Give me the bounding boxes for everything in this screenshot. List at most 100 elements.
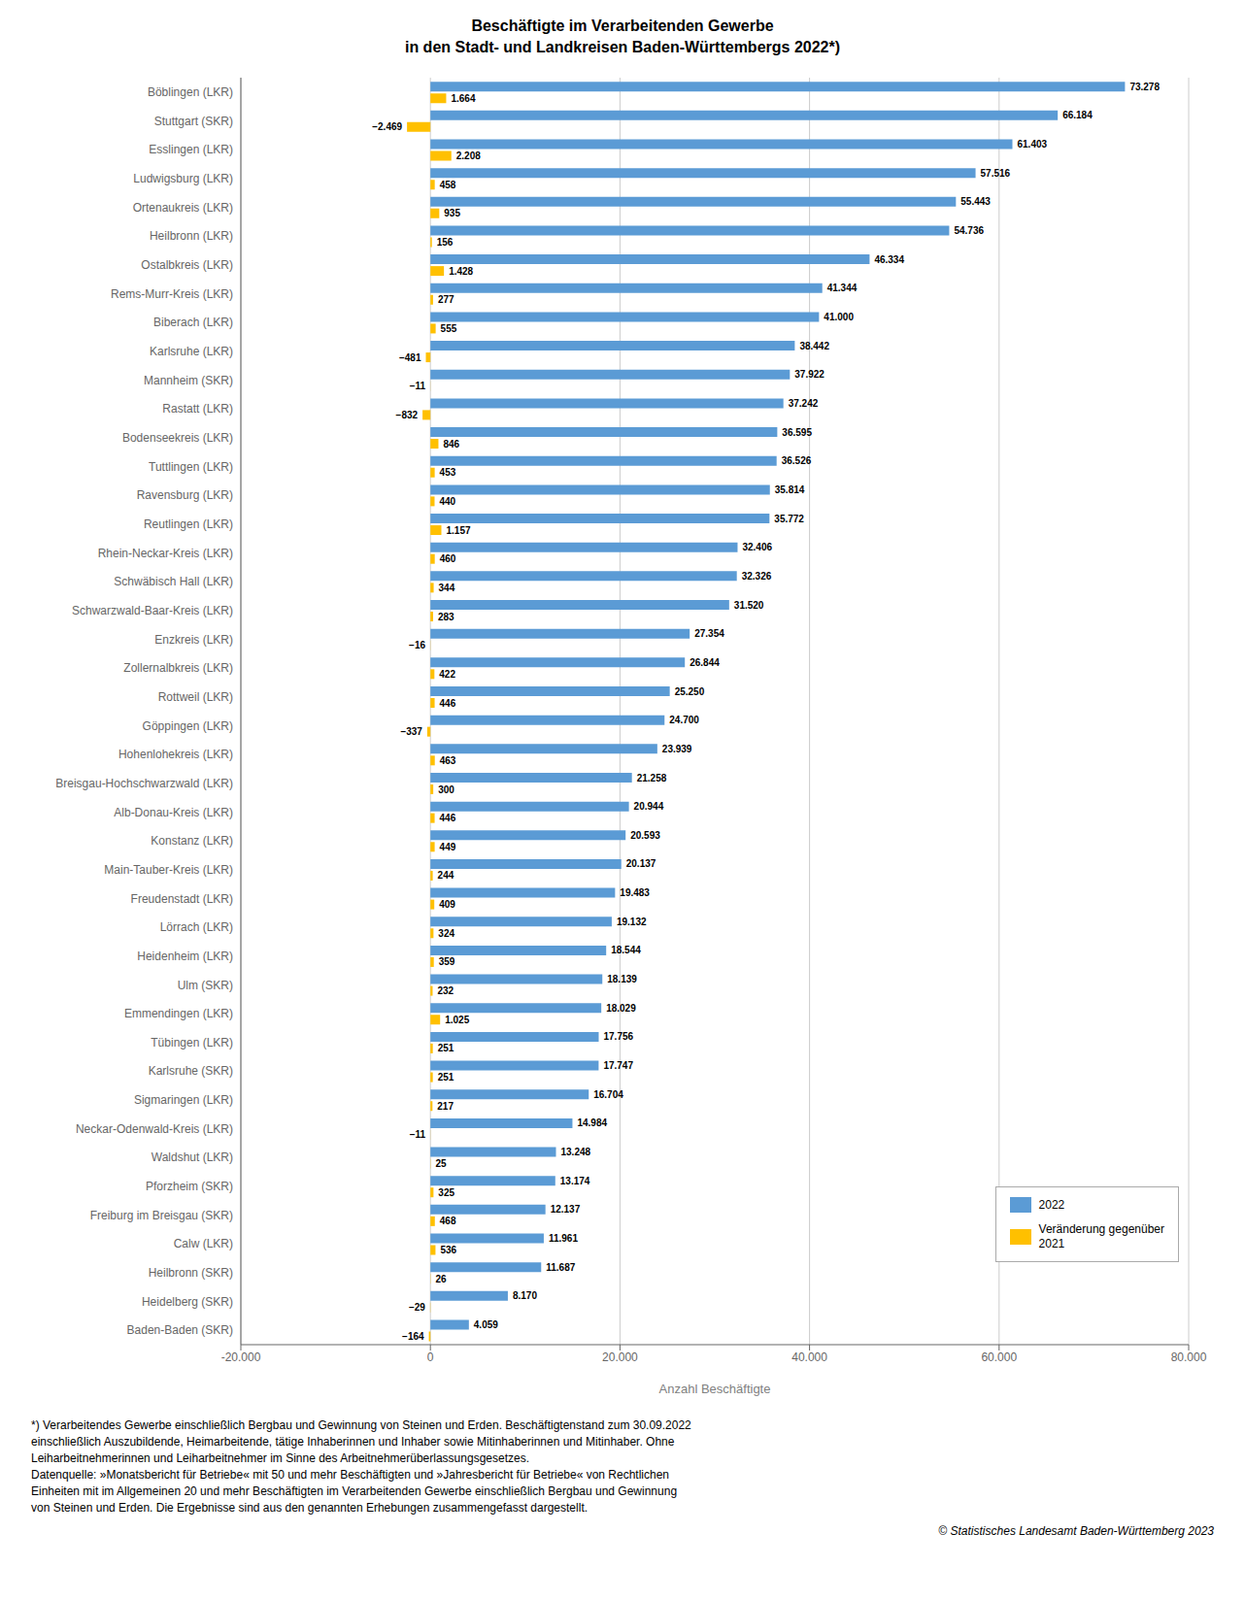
svg-text:17.747: 17.747: [603, 1060, 634, 1072]
svg-text:Biberach (LKR): Biberach (LKR): [153, 315, 234, 330]
svg-text:Ortenaukreis (LKR): Ortenaukreis (LKR): [133, 201, 234, 215]
svg-text:25.250: 25.250: [674, 686, 706, 698]
svg-text:422: 422: [438, 669, 456, 680]
svg-text:57.516: 57.516: [980, 168, 1011, 179]
svg-text:Rottweil (LKR): Rottweil (LKR): [158, 690, 234, 705]
svg-text:359: 359: [438, 956, 456, 968]
svg-text:8.170: 8.170: [512, 1290, 538, 1302]
svg-text:−164: −164: [402, 1331, 425, 1343]
svg-text:463: 463: [439, 755, 457, 767]
svg-text:Main-Tauber-Kreis (LKR): Main-Tauber-Kreis (LKR): [103, 863, 234, 877]
svg-text:26: 26: [435, 1274, 447, 1285]
svg-text:2.208: 2.208: [456, 150, 481, 162]
svg-text:20.137: 20.137: [626, 858, 657, 870]
svg-text:35.814: 35.814: [774, 484, 806, 496]
svg-text:Karlsruhe (LKR): Karlsruhe (LKR): [149, 344, 234, 359]
svg-text:37.242: 37.242: [788, 398, 819, 409]
svg-text:Ravensburg (LKR): Ravensburg (LKR): [136, 488, 234, 503]
svg-text:251: 251: [437, 1043, 455, 1054]
svg-text:4.059: 4.059: [473, 1319, 499, 1331]
svg-text:Alb-Donau-Kreis (LKR): Alb-Donau-Kreis (LKR): [113, 806, 234, 820]
svg-text:66.184: 66.184: [1062, 109, 1093, 121]
svg-text:21.258: 21.258: [637, 773, 668, 784]
svg-text:468: 468: [439, 1215, 457, 1227]
svg-text:−337: −337: [400, 726, 423, 738]
svg-text:13.248: 13.248: [561, 1146, 592, 1158]
svg-text:41.344: 41.344: [827, 282, 858, 294]
svg-text:440: 440: [438, 496, 456, 507]
svg-text:17.756: 17.756: [603, 1031, 634, 1043]
svg-text:-20.000: -20.000: [221, 1350, 262, 1365]
svg-text:36.526: 36.526: [781, 455, 812, 467]
svg-text:Rhein-Neckar-Kreis (LKR): Rhein-Neckar-Kreis (LKR): [98, 546, 234, 561]
svg-text:555: 555: [440, 323, 458, 335]
svg-text:19.483: 19.483: [619, 887, 650, 899]
svg-text:409: 409: [438, 899, 456, 910]
svg-text:−481: −481: [399, 352, 422, 364]
svg-text:Heidenheim (LKR): Heidenheim (LKR): [136, 949, 234, 964]
svg-text:Anzahl Beschäftigte: Anzahl Beschäftigte: [659, 1381, 772, 1397]
svg-text:18.029: 18.029: [605, 1003, 637, 1014]
svg-text:244: 244: [437, 870, 455, 881]
svg-text:325: 325: [437, 1187, 455, 1199]
svg-text:Rastatt (LKR): Rastatt (LKR): [162, 402, 234, 416]
svg-text:Ostalbkreis (LKR): Ostalbkreis (LKR): [140, 258, 234, 272]
svg-text:14.984: 14.984: [576, 1117, 607, 1129]
svg-text:Sigmaringen (LKR): Sigmaringen (LKR): [134, 1093, 234, 1108]
svg-text:Göppingen (LKR): Göppingen (LKR): [142, 719, 234, 734]
svg-text:11.961: 11.961: [548, 1233, 578, 1245]
svg-text:232: 232: [437, 985, 454, 997]
svg-text:−11: −11: [409, 380, 427, 392]
svg-text:40.000: 40.000: [791, 1350, 828, 1365]
svg-text:Ludwigsburg (LKR): Ludwigsburg (LKR): [133, 171, 234, 186]
svg-text:26.844: 26.844: [689, 657, 720, 669]
svg-text:Waldshut (LKR): Waldshut (LKR): [151, 1150, 234, 1165]
svg-text:32.326: 32.326: [741, 571, 773, 582]
svg-text:36.595: 36.595: [781, 427, 812, 438]
svg-text:Reutlingen (LKR): Reutlingen (LKR): [143, 517, 234, 532]
svg-text:453: 453: [439, 467, 457, 478]
svg-text:Freudenstadt (LKR): Freudenstadt (LKR): [131, 892, 234, 907]
svg-text:Pforzheim (SKR): Pforzheim (SKR): [145, 1179, 234, 1194]
svg-text:20.593: 20.593: [630, 830, 661, 842]
svg-text:1.428: 1.428: [448, 266, 473, 277]
svg-text:Schwäbisch Hall (LKR): Schwäbisch Hall (LKR): [113, 574, 234, 589]
svg-text:16.704: 16.704: [593, 1089, 624, 1101]
svg-text:35.772: 35.772: [773, 513, 805, 525]
svg-text:Baden-Baden (SKR): Baden-Baden (SKR): [127, 1323, 234, 1338]
svg-text:20.000: 20.000: [602, 1350, 639, 1365]
svg-text:19.132: 19.132: [616, 916, 647, 928]
svg-text:18.139: 18.139: [606, 974, 638, 985]
svg-text:449: 449: [439, 841, 457, 853]
svg-text:61.403: 61.403: [1016, 138, 1047, 150]
svg-text:156: 156: [437, 236, 454, 248]
svg-text:18.544: 18.544: [610, 944, 641, 956]
svg-text:283: 283: [437, 611, 455, 623]
svg-text:−832: −832: [396, 409, 419, 421]
svg-text:324: 324: [437, 928, 455, 940]
svg-text:55.443: 55.443: [960, 196, 991, 207]
svg-text:73.278: 73.278: [1129, 81, 1160, 93]
svg-text:217: 217: [437, 1101, 454, 1112]
svg-text:23.939: 23.939: [662, 743, 693, 755]
svg-text:446: 446: [439, 812, 457, 824]
svg-text:−2.469: −2.469: [371, 121, 403, 133]
svg-text:60.000: 60.000: [980, 1350, 1017, 1365]
svg-text:46.334: 46.334: [874, 254, 905, 266]
svg-text:27.354: 27.354: [694, 628, 725, 640]
svg-text:11.687: 11.687: [545, 1262, 575, 1274]
svg-text:Enzkreis (LKR): Enzkreis (LKR): [154, 633, 234, 647]
svg-text:Breisgau-Hochschwarzwald (LKR): Breisgau-Hochschwarzwald (LKR): [55, 776, 234, 791]
svg-text:Ulm (SKR): Ulm (SKR): [177, 978, 234, 993]
svg-text:Stuttgart (SKR): Stuttgart (SKR): [154, 114, 234, 129]
svg-text:Tübingen (LKR): Tübingen (LKR): [150, 1036, 234, 1050]
svg-text:Tuttlingen (LKR): Tuttlingen (LKR): [148, 460, 234, 474]
svg-text:Bodenseekreis (LKR): Bodenseekreis (LKR): [122, 431, 234, 445]
svg-text:80.000: 80.000: [1171, 1350, 1208, 1365]
svg-text:Esslingen (LKR): Esslingen (LKR): [148, 142, 234, 157]
svg-text:38.442: 38.442: [799, 340, 830, 352]
svg-text:251: 251: [437, 1072, 455, 1083]
svg-text:31.520: 31.520: [734, 600, 765, 611]
svg-text:Lörrach (LKR): Lörrach (LKR): [160, 920, 234, 935]
svg-text:1.664: 1.664: [450, 93, 475, 104]
